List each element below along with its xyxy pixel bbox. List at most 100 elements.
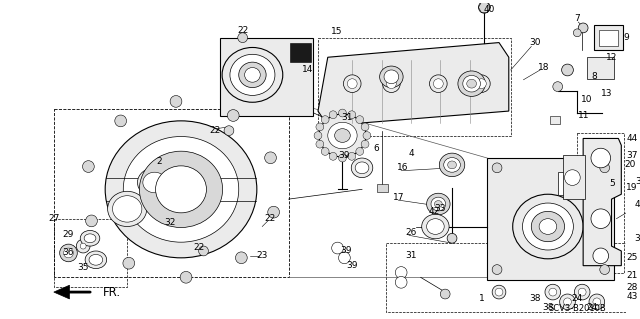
Text: 37: 37 bbox=[627, 151, 638, 160]
Text: 4: 4 bbox=[408, 149, 413, 158]
Text: 39: 39 bbox=[346, 261, 358, 270]
Circle shape bbox=[573, 29, 581, 37]
Text: 26: 26 bbox=[405, 228, 417, 237]
Text: 19: 19 bbox=[627, 183, 638, 192]
Text: 28: 28 bbox=[627, 283, 638, 292]
Text: 30: 30 bbox=[529, 38, 541, 47]
Circle shape bbox=[321, 116, 329, 123]
Text: 8: 8 bbox=[591, 72, 596, 81]
Circle shape bbox=[80, 243, 86, 249]
Text: 44: 44 bbox=[627, 134, 638, 143]
Circle shape bbox=[593, 298, 601, 306]
Circle shape bbox=[477, 79, 486, 89]
Bar bbox=[599, 30, 618, 46]
Circle shape bbox=[344, 75, 361, 93]
Circle shape bbox=[83, 161, 94, 173]
Text: 5: 5 bbox=[610, 179, 616, 188]
Text: 25: 25 bbox=[627, 253, 638, 262]
Text: 11: 11 bbox=[579, 111, 590, 121]
Text: 32: 32 bbox=[164, 218, 176, 227]
Circle shape bbox=[479, 2, 490, 13]
Text: 10: 10 bbox=[581, 95, 593, 104]
Ellipse shape bbox=[522, 203, 573, 250]
Circle shape bbox=[492, 163, 502, 173]
Polygon shape bbox=[563, 155, 585, 199]
Circle shape bbox=[553, 82, 563, 92]
Bar bbox=[550, 116, 559, 124]
Ellipse shape bbox=[467, 79, 477, 88]
Circle shape bbox=[224, 126, 234, 136]
Polygon shape bbox=[583, 138, 621, 266]
Text: 38: 38 bbox=[529, 294, 541, 303]
Circle shape bbox=[564, 170, 580, 185]
Circle shape bbox=[363, 132, 371, 139]
Circle shape bbox=[115, 115, 127, 127]
Ellipse shape bbox=[222, 48, 283, 102]
Circle shape bbox=[356, 116, 364, 123]
Circle shape bbox=[227, 110, 239, 121]
Bar bbox=[594, 25, 623, 50]
Ellipse shape bbox=[239, 62, 266, 88]
Ellipse shape bbox=[138, 168, 172, 197]
Bar bbox=[557, 172, 603, 195]
Circle shape bbox=[329, 111, 337, 119]
Circle shape bbox=[63, 248, 74, 258]
Circle shape bbox=[559, 294, 575, 310]
Ellipse shape bbox=[531, 211, 564, 242]
Bar bbox=[220, 38, 313, 116]
Circle shape bbox=[545, 284, 561, 300]
Ellipse shape bbox=[539, 219, 557, 234]
Text: 14: 14 bbox=[301, 65, 313, 74]
Text: 17: 17 bbox=[394, 193, 405, 202]
Ellipse shape bbox=[427, 193, 450, 215]
Circle shape bbox=[433, 79, 444, 89]
Text: 36: 36 bbox=[63, 249, 74, 257]
Ellipse shape bbox=[244, 68, 260, 82]
Text: 31: 31 bbox=[342, 114, 353, 122]
Circle shape bbox=[314, 132, 322, 139]
Text: FR.: FR. bbox=[103, 286, 121, 299]
Circle shape bbox=[361, 123, 369, 131]
Ellipse shape bbox=[463, 75, 481, 92]
Circle shape bbox=[440, 289, 450, 299]
Circle shape bbox=[387, 79, 396, 89]
Text: 39: 39 bbox=[340, 246, 352, 255]
Ellipse shape bbox=[513, 194, 583, 259]
Polygon shape bbox=[54, 285, 70, 299]
Text: 29: 29 bbox=[63, 230, 74, 239]
Circle shape bbox=[495, 288, 503, 296]
Text: 40: 40 bbox=[484, 5, 495, 14]
Text: 43: 43 bbox=[627, 293, 638, 301]
Circle shape bbox=[348, 152, 356, 160]
Ellipse shape bbox=[113, 196, 142, 222]
Text: 22: 22 bbox=[210, 126, 221, 135]
Circle shape bbox=[574, 284, 590, 300]
Ellipse shape bbox=[319, 114, 366, 157]
Text: 7: 7 bbox=[575, 14, 580, 23]
Text: 24: 24 bbox=[586, 303, 598, 312]
Ellipse shape bbox=[422, 214, 449, 239]
Circle shape bbox=[60, 244, 77, 262]
Circle shape bbox=[316, 140, 324, 148]
Text: 23: 23 bbox=[257, 251, 268, 260]
Circle shape bbox=[564, 298, 572, 306]
Text: 39: 39 bbox=[339, 151, 350, 160]
Circle shape bbox=[589, 294, 605, 310]
Circle shape bbox=[383, 75, 400, 93]
Text: 20: 20 bbox=[625, 160, 636, 169]
Ellipse shape bbox=[84, 234, 96, 243]
Ellipse shape bbox=[355, 162, 369, 174]
Circle shape bbox=[339, 109, 346, 117]
Ellipse shape bbox=[108, 191, 147, 226]
Circle shape bbox=[238, 33, 248, 42]
Ellipse shape bbox=[328, 122, 357, 149]
Circle shape bbox=[123, 257, 134, 269]
Ellipse shape bbox=[439, 153, 465, 177]
Circle shape bbox=[492, 265, 502, 274]
Circle shape bbox=[429, 75, 447, 93]
Ellipse shape bbox=[431, 197, 445, 211]
Text: 3: 3 bbox=[635, 177, 640, 186]
Ellipse shape bbox=[80, 230, 100, 246]
Circle shape bbox=[86, 215, 97, 227]
Text: 6: 6 bbox=[374, 144, 380, 153]
